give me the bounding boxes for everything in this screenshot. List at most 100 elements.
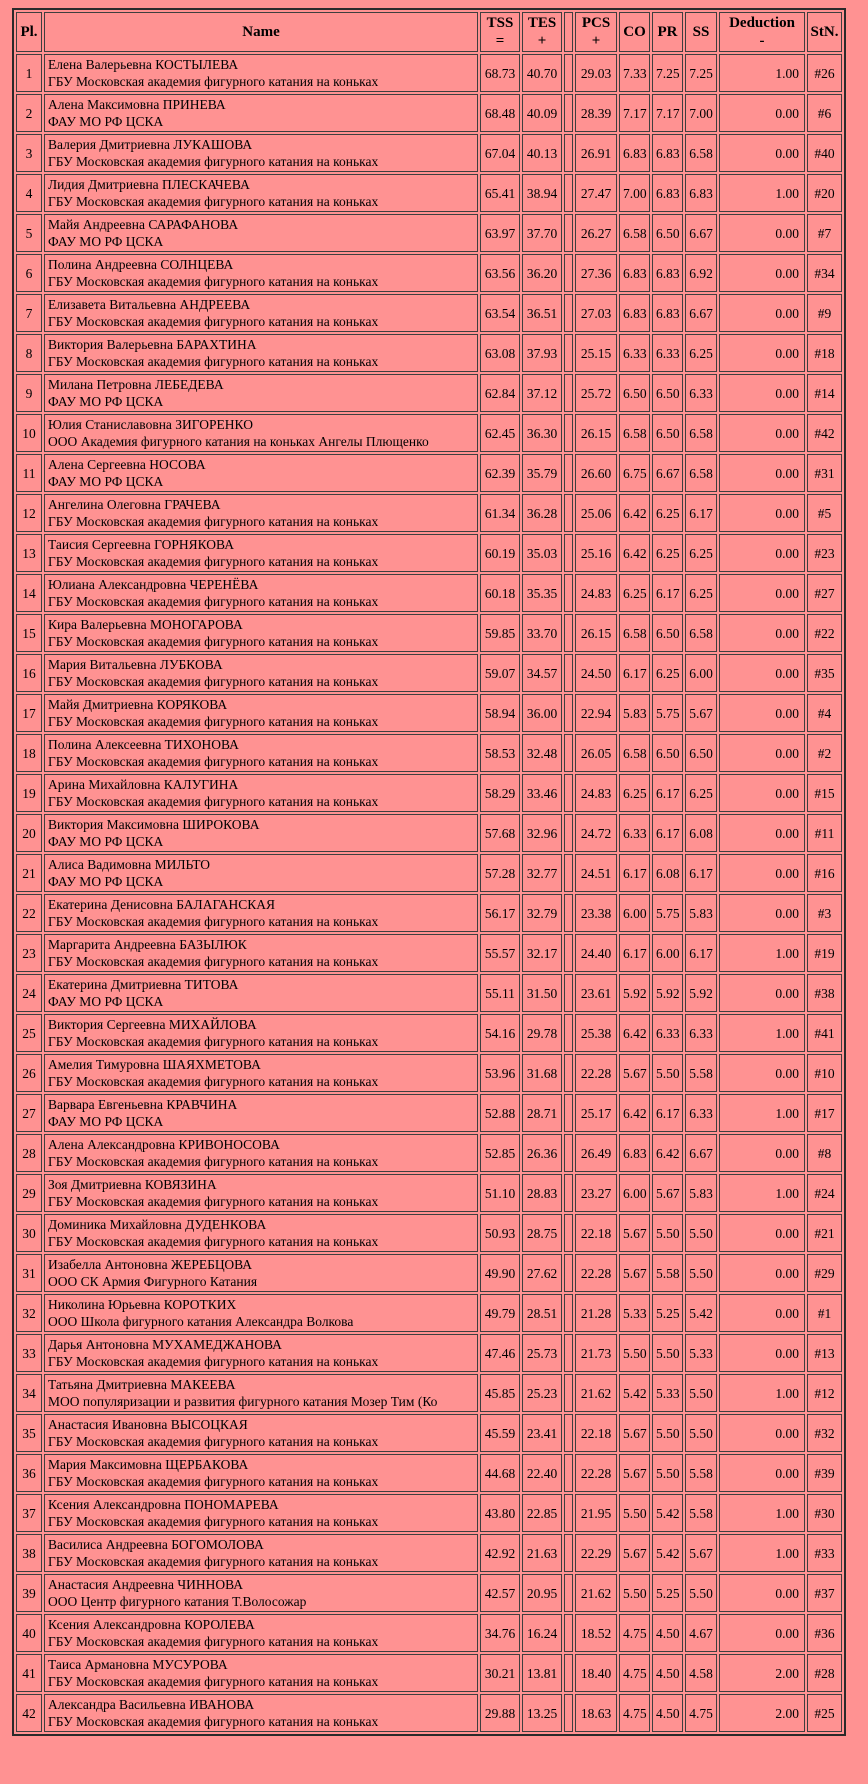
- tes-value: 36.00: [522, 694, 562, 732]
- pr-value: 6.17: [652, 814, 683, 852]
- start-number: #30: [807, 1494, 842, 1532]
- tes-value: 34.57: [522, 654, 562, 692]
- column-header-label: PR: [657, 24, 678, 40]
- result-row: 24 Екатерина Дмитриевна ТИТОВА ФАУ МО РФ Ц…: [16, 974, 842, 1012]
- deduction-value: 0.00: [719, 1414, 805, 1452]
- spacer-cell: [564, 774, 573, 812]
- tes-value: 32.96: [522, 814, 562, 852]
- ss-value: 7.25: [685, 54, 717, 92]
- spacer-cell: [564, 454, 573, 492]
- tes-value: 26.36: [522, 1134, 562, 1172]
- skater-cell: Таиса Армановна МУСУРОВА ГБУ Московская а…: [44, 1654, 478, 1692]
- skater-cell: Валерия Дмитриевна ЛУКАШОВА ГБУ Московска…: [44, 134, 478, 172]
- result-row: 35 Анастасия Ивановна ВЫСОЦКАЯ ГБУ Московс…: [16, 1414, 842, 1452]
- tss-value: 59.85: [480, 614, 520, 652]
- skater-cell: Юлия Станиславовна ЗИГОРЕНКО ООО Академия…: [44, 414, 478, 452]
- tss-value: 54.16: [480, 1014, 520, 1052]
- ss-value: 6.83: [685, 174, 717, 212]
- co-value: 4.75: [619, 1654, 650, 1692]
- result-row: 34 Татьяна Дмитриевна МАКЕЕВА МОО популяри…: [16, 1374, 842, 1412]
- place-cell: 22: [16, 894, 42, 932]
- skater-club: ГБУ Московская академия фигурного катани…: [48, 1074, 379, 1089]
- spacer-cell: [564, 1214, 573, 1252]
- pr-value: 5.42: [652, 1534, 683, 1572]
- spacer-cell: [564, 134, 573, 172]
- start-number: #21: [807, 1214, 842, 1252]
- skater-cell: Виктория Валерьевна БАРАХТИНА ГБУ Московс…: [44, 334, 478, 372]
- skater-club: ГБУ Московская академия фигурного катани…: [48, 594, 379, 609]
- start-number: #41: [807, 1014, 842, 1052]
- place-cell: 30: [16, 1214, 42, 1252]
- tes-value: 36.51: [522, 294, 562, 332]
- pr-value: 6.00: [652, 934, 683, 972]
- skater-club: ГБУ Московская академия фигурного катани…: [48, 194, 379, 209]
- tes-value: 32.77: [522, 854, 562, 892]
- tes-value: 16.24: [522, 1614, 562, 1652]
- spacer-cell: [564, 974, 573, 1012]
- column-header-symbol: =: [495, 33, 505, 49]
- place-cell: 34: [16, 1374, 42, 1412]
- spacer-cell: [564, 54, 573, 92]
- skater-name: Доминика Михайловна ДУДЕНКОВА: [48, 1217, 267, 1232]
- column-header-label: Pl.: [20, 24, 38, 40]
- skater-name: Анастасия Ивановна ВЫСОЦКАЯ: [48, 1417, 248, 1432]
- tss-value: 42.57: [480, 1574, 520, 1612]
- pr-value: 5.50: [652, 1414, 683, 1452]
- ss-value: 6.58: [685, 414, 717, 452]
- skater-name: Таиса Армановна МУСУРОВА: [48, 1657, 228, 1672]
- skater-name: Юлиана Александровна ЧЕРЕНЁВА: [48, 577, 259, 592]
- place-cell: 8: [16, 334, 42, 372]
- skater-cell: Полина Андреевна СОЛНЦЕВА ГБУ Московская …: [44, 254, 478, 292]
- start-number: #36: [807, 1614, 842, 1652]
- skater-club: ГБУ Московская академия фигурного катани…: [48, 314, 379, 329]
- pcs-value: 22.29: [575, 1534, 617, 1572]
- column-header-label: TES: [527, 15, 557, 31]
- skater-cell: Анастасия Андреевна ЧИННОВА ООО Центр фиг…: [44, 1574, 478, 1612]
- tss-value: 45.85: [480, 1374, 520, 1412]
- skater-name: Алиса Вадимовна МИЛЬТО: [48, 857, 211, 872]
- start-number: #10: [807, 1054, 842, 1092]
- place-cell: 26: [16, 1054, 42, 1092]
- co-value: 5.67: [619, 1254, 650, 1292]
- skater-name: Валерия Дмитриевна ЛУКАШОВА: [48, 137, 253, 152]
- spacer-cell: [564, 1254, 573, 1292]
- spacer-cell: [564, 1414, 573, 1452]
- co-value: 6.58: [619, 214, 650, 252]
- place-cell: 32: [16, 1294, 42, 1332]
- skater-club: ГБУ Московская академия фигурного катани…: [48, 274, 379, 289]
- ss-value: 6.08: [685, 814, 717, 852]
- co-value: 6.75: [619, 454, 650, 492]
- skater-name: Виктория Максимовна ШИРОКОВА: [48, 817, 260, 832]
- tes-value: 33.46: [522, 774, 562, 812]
- pcs-value: 22.28: [575, 1054, 617, 1092]
- result-row: 37 Ксения Александровна ПОНОМАРЕВА ГБУ Мос…: [16, 1494, 842, 1532]
- pcs-value: 27.03: [575, 294, 617, 332]
- deduction-value: 0.00: [719, 134, 805, 172]
- pcs-value: 24.50: [575, 654, 617, 692]
- pcs-value: 21.73: [575, 1334, 617, 1372]
- result-row: 6 Полина Андреевна СОЛНЦЕВА ГБУ Московская…: [16, 254, 842, 292]
- skater-cell: Екатерина Денисовна БАЛАГАНСКАЯ ГБУ Моско…: [44, 894, 478, 932]
- place-cell: 4: [16, 174, 42, 212]
- column-header-label: Deduction: [729, 15, 795, 31]
- pr-value: 5.25: [652, 1294, 683, 1332]
- place-cell: 21: [16, 854, 42, 892]
- pr-value: 5.75: [652, 894, 683, 932]
- ss-value: 5.58: [685, 1494, 717, 1532]
- ss-value: 7.00: [685, 94, 717, 132]
- tss-value: 58.29: [480, 774, 520, 812]
- co-value: 6.33: [619, 814, 650, 852]
- start-number: #33: [807, 1534, 842, 1572]
- pcs-value: 25.15: [575, 334, 617, 372]
- skater-name: Алена Сергеевна НОСОВА: [48, 457, 206, 472]
- deduction-value: 1.00: [719, 174, 805, 212]
- spacer-cell: [564, 694, 573, 732]
- co-value: 6.17: [619, 654, 650, 692]
- skater-name: Таисия Сергеевна ГОРНЯКОВА: [48, 537, 234, 552]
- skater-club: ООО Школа фигурного катания Александра В…: [48, 1314, 354, 1329]
- pr-value: 4.50: [652, 1694, 683, 1732]
- skater-cell: Василиса Андреевна БОГОМОЛОВА ГБУ Московс…: [44, 1534, 478, 1572]
- ss-value: 5.67: [685, 1534, 717, 1572]
- place-cell: 7: [16, 294, 42, 332]
- co-value: 6.17: [619, 854, 650, 892]
